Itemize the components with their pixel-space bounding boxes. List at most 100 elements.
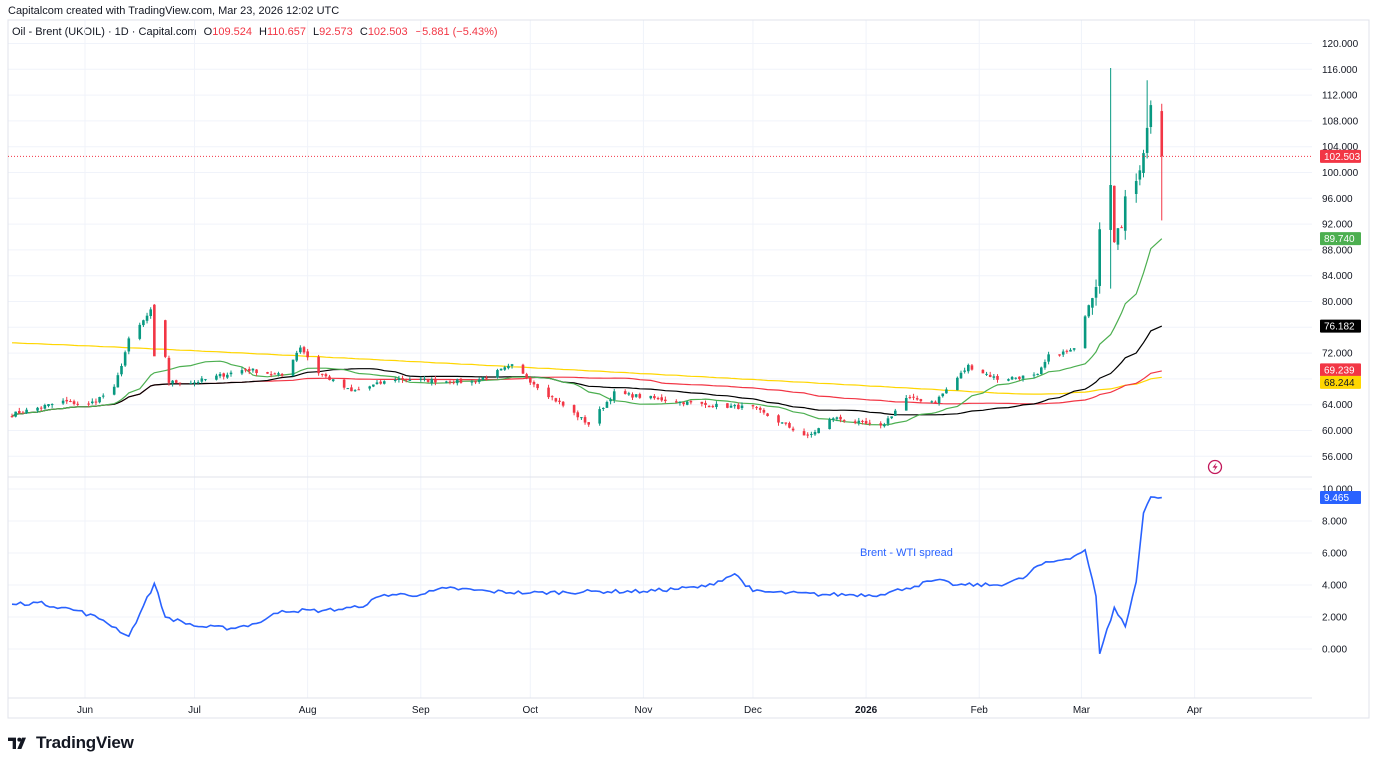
candle [864,417,868,425]
candle [346,387,350,390]
candle-body [649,395,653,399]
candle [196,380,200,385]
candle [36,406,39,413]
candle-body [43,405,47,409]
candle-body [970,365,974,370]
time-tick-label: Sep [412,705,430,716]
candle [777,414,780,426]
candle-body [828,419,831,430]
candle [1120,225,1123,229]
lightning-icon[interactable] [1207,459,1223,475]
candle [904,395,908,411]
candle [10,413,14,418]
candle [277,371,280,377]
candle [762,408,766,415]
candle-body [423,378,426,380]
candle-body [320,373,324,375]
candle [510,363,514,369]
candle [656,396,660,401]
candle-body [1087,305,1091,317]
price-tick-label: 88.000 [1322,245,1353,256]
time-axis[interactable]: Jun Jul Aug Sep Oct Nov Dec 2026 Feb Mar Apr [77,705,1203,716]
candle-body [985,373,988,375]
candle-body [857,420,861,423]
candle-body [788,423,791,428]
candle [204,378,207,382]
candle [1142,149,1145,178]
candle-body [1058,354,1061,356]
chart-frame [7,19,1370,719]
candle [98,396,101,404]
candle [817,427,820,434]
candle-body [784,422,788,424]
candle-body [733,405,736,407]
candle [1083,315,1087,349]
candle-body [499,368,503,371]
candle [171,380,174,387]
candle [609,397,612,405]
candle-body [167,357,171,383]
candle-body [324,374,328,377]
spread-axis[interactable]: 10.000 8.000 6.000 4.000 2.000 0.000 [1322,485,1353,656]
candle [689,400,693,405]
candle [448,380,452,385]
candle [868,419,872,426]
candle [149,307,152,319]
candle-body [1047,354,1050,362]
candle [802,428,806,436]
candle-body [904,398,908,411]
ma-black-badge: 76.182 [1320,319,1361,333]
candle-body [879,423,882,426]
candle [886,415,890,427]
symbol-title[interactable]: Oil - Brent (UKOIL) · 1D · Capital.com [12,26,197,38]
candle-body [456,379,459,384]
candle [193,380,196,387]
candle-body [934,401,937,403]
spread-last-badge-bg [1320,491,1361,505]
candle-body [1113,185,1116,243]
low-value: 92.573 [319,26,353,38]
candle-body [145,315,149,321]
price-tick-label: 116.000 [1322,65,1358,76]
candle [547,384,550,399]
candle-body [112,386,116,395]
candle-body [193,382,196,384]
tradingview-logo[interactable]: TradingView [8,733,134,753]
candle [879,421,882,429]
candle [255,369,258,377]
candle-body [894,410,897,416]
price-tick-label: 72.000 [1322,349,1353,360]
candle-body [1065,350,1069,352]
candle [602,407,605,411]
moving-averages [11,238,1163,426]
spread-tick-label: 4.000 [1322,581,1347,592]
candle-body [229,372,233,375]
candle-body [1116,228,1120,245]
candle-body [251,368,255,371]
candle [39,406,43,411]
candle-body [76,403,79,405]
candle-body [1094,287,1098,298]
candle [583,415,587,425]
candle [1145,80,1149,159]
candle [766,412,769,417]
candle-body [634,394,638,397]
candle [1069,348,1072,352]
candle-body [485,377,488,379]
candle-body [941,393,945,397]
candle [499,368,503,371]
change-value: −5.881 (−5.43%) [415,26,498,38]
candle-body [685,401,689,405]
time-tick-label: Jun [77,705,93,716]
spread-tick-label: 0.000 [1322,645,1347,656]
candle [558,397,561,405]
candle-body [328,376,331,381]
price-axis[interactable]: 120.000 116.000 112.000 108.000 104.000 100.0… [1322,39,1359,463]
candle-body [780,422,784,424]
candle [963,367,966,374]
candle [1087,304,1091,319]
candle-body [404,379,408,381]
candle [383,380,386,385]
candle [174,379,178,384]
